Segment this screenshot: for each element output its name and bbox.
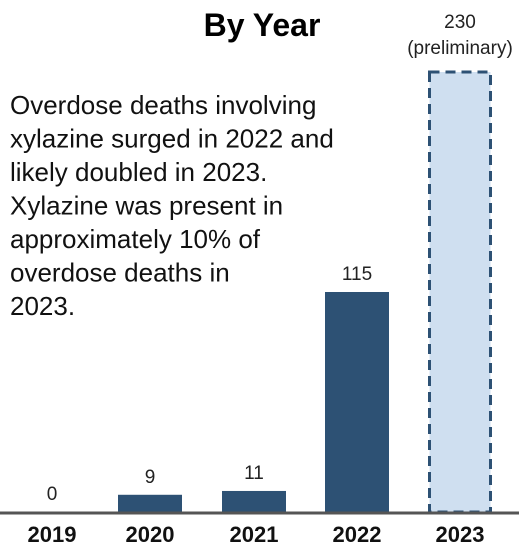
category-labels: 2019 2020 2021 2022 2023 bbox=[28, 522, 485, 547]
annotation-line: overdose deaths in bbox=[10, 258, 230, 288]
value-label-2022: 115 bbox=[342, 264, 372, 285]
bar-2021 bbox=[222, 490, 286, 512]
value-label-2023: 230 bbox=[444, 12, 476, 33]
annotation-line: 2023. bbox=[10, 291, 75, 321]
annotation: Overdose deaths involving xylazine surged… bbox=[10, 90, 334, 321]
annotation-line: likely doubled in 2023. bbox=[10, 157, 267, 187]
value-labels: 0 9 11 115 230 (preliminary) bbox=[47, 12, 513, 505]
x-tick-label-2020: 2020 bbox=[126, 522, 175, 547]
annotation-line: Overdose deaths involving bbox=[10, 90, 316, 120]
bar-2023-preliminary bbox=[428, 70, 492, 514]
bar-2022 bbox=[325, 292, 389, 512]
annotation-line: Xylazine was present in bbox=[10, 191, 283, 221]
annotation-line: xylazine surged in 2022 and bbox=[10, 124, 334, 154]
x-tick-label-2019: 2019 bbox=[28, 522, 77, 547]
value-label-2020: 9 bbox=[145, 467, 156, 488]
value-label-2021: 11 bbox=[244, 463, 264, 484]
chart-title: By Year bbox=[204, 7, 321, 43]
x-tick-label-2022: 2022 bbox=[333, 522, 382, 547]
x-tick-label-2021: 2021 bbox=[230, 522, 279, 547]
annotation-line: approximately 10% of bbox=[10, 224, 261, 254]
x-tick-label-2023: 2023 bbox=[436, 522, 485, 547]
bar-2020 bbox=[118, 494, 182, 512]
bars bbox=[118, 70, 492, 514]
preliminary-label: (preliminary) bbox=[407, 38, 513, 59]
value-label-2019: 0 bbox=[47, 484, 58, 505]
